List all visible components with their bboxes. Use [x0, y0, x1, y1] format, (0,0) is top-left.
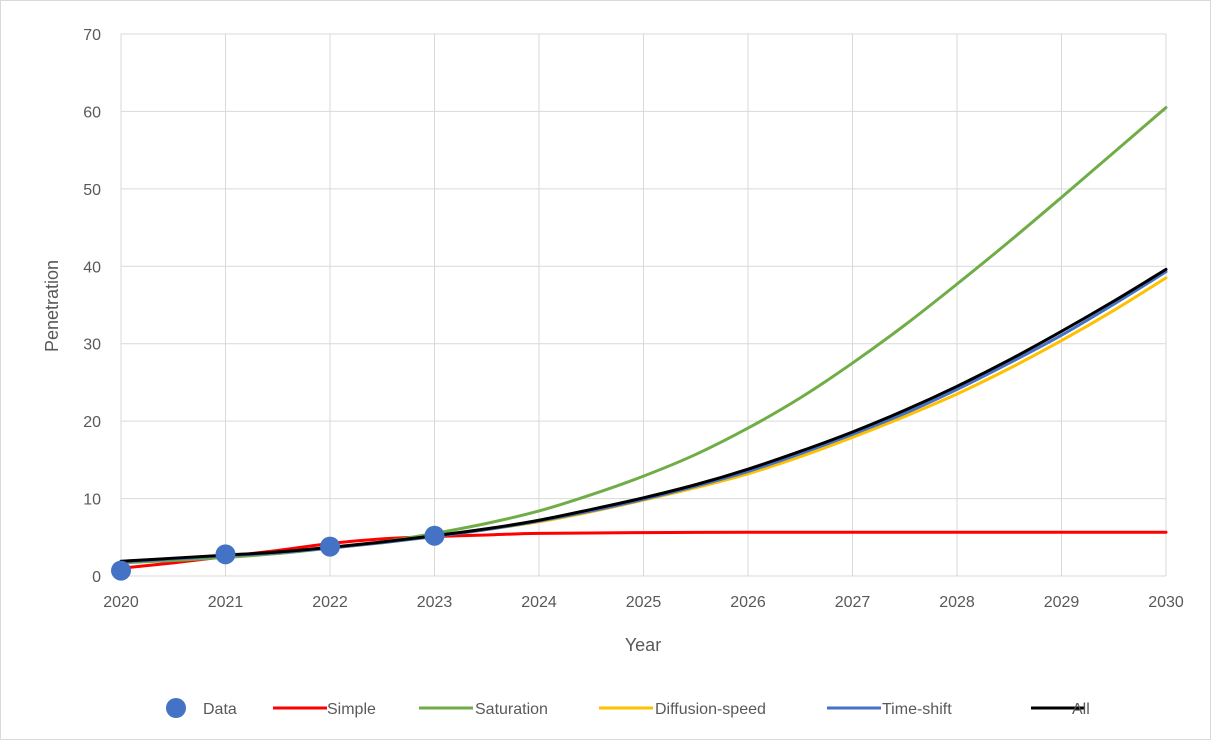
- x-tick-label: 2027: [835, 594, 871, 611]
- x-tick-label: 2028: [939, 594, 975, 611]
- x-tick-label: 2021: [208, 594, 244, 611]
- data-point-marker: [215, 544, 236, 565]
- y-tick-label: 60: [83, 104, 101, 121]
- series-line-all: [119, 267, 1168, 563]
- legend-label-data: Data: [203, 701, 237, 718]
- y-tick-label: 30: [83, 337, 101, 354]
- x-tick-label: 2026: [730, 594, 766, 611]
- y-tick-labels: 0 10 20 30 40 50 60 70: [83, 27, 101, 586]
- y-tick-label: 50: [83, 182, 101, 199]
- legend-label-time-shift: Time-shift: [882, 701, 952, 718]
- data-point-marker: [111, 560, 131, 581]
- data-point-marker: [320, 536, 340, 557]
- x-tick-label: 2023: [417, 594, 453, 611]
- legend-marker-data: [166, 698, 186, 718]
- data-markers: [111, 525, 445, 581]
- x-axis-title: Year: [625, 635, 661, 655]
- x-tick-label: 2020: [103, 594, 139, 611]
- x-tick-label: 2024: [521, 594, 557, 611]
- x-tick-labels: 2020 2021 2022 2023 2024 2025 2026 2027 2028 2029…: [103, 594, 1184, 611]
- legend-label-diffusion-speed: Diffusion-speed: [655, 701, 766, 718]
- legend: Data Simple Saturation Diffusion-speed Time-…: [166, 698, 1090, 718]
- y-tick-label: 0: [92, 569, 101, 586]
- x-tick-label: 2025: [626, 594, 662, 611]
- gridlines: [120, 33, 1167, 577]
- y-axis-title: Penetration: [42, 260, 62, 352]
- legend-label-all: All: [1072, 701, 1090, 718]
- y-tick-label: 40: [83, 259, 101, 276]
- y-tick-label: 70: [83, 27, 101, 44]
- legend-label-saturation: Saturation: [475, 701, 548, 718]
- y-tick-label: 20: [83, 414, 101, 431]
- series-lines: [119, 106, 1168, 570]
- x-tick-label: 2030: [1148, 594, 1184, 611]
- data-point-marker: [424, 525, 445, 546]
- x-tick-label: 2029: [1044, 594, 1080, 611]
- legend-label-simple: Simple: [327, 701, 376, 718]
- y-tick-label: 10: [83, 492, 101, 509]
- x-tick-label: 2022: [312, 594, 348, 611]
